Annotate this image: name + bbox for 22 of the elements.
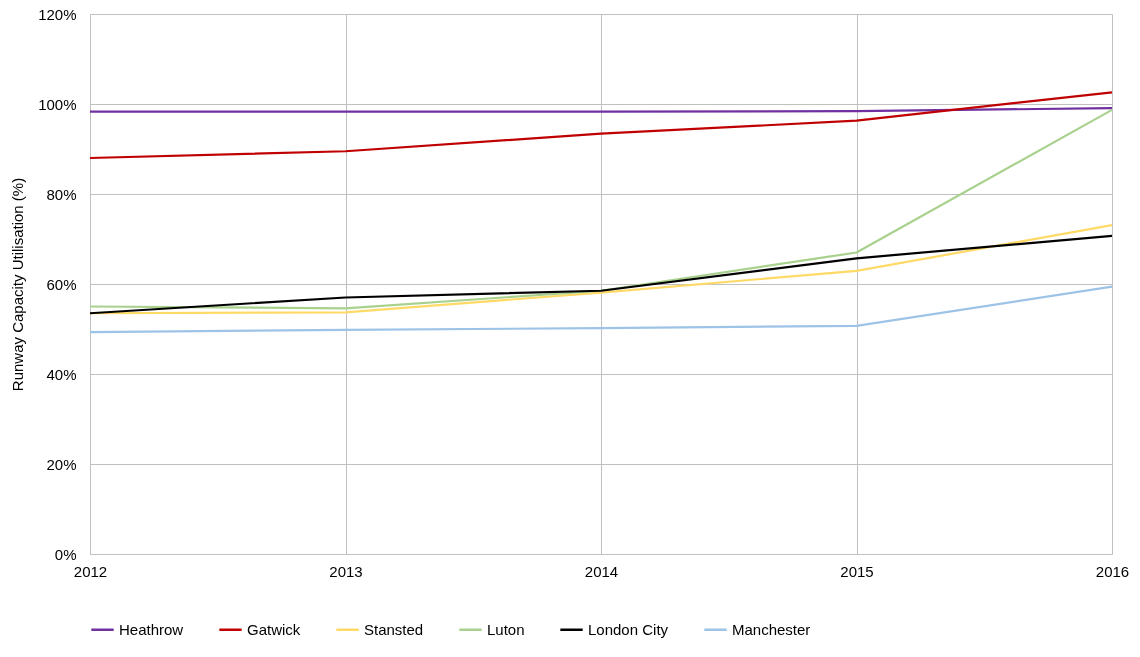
line-series [88, 91, 1114, 160]
legend-label: Manchester [732, 620, 811, 638]
y-tick-label: 100% [38, 95, 77, 113]
x-tick-label: 2016 [1095, 562, 1130, 580]
legend-label: London City [588, 620, 669, 638]
line-series [88, 285, 1114, 334]
legend-label: Luton [487, 620, 525, 638]
y-tick-label: 40% [46, 365, 77, 383]
line-series [88, 108, 1114, 310]
y-tick-label: 80% [46, 185, 77, 203]
legend-label: Heathrow [119, 620, 184, 638]
y-axis-title: Runway Capacity Utilisation (%) [9, 177, 27, 392]
x-tick-label: 2015 [840, 562, 874, 580]
x-tick-label: 2013 [329, 562, 363, 580]
legend-label: Gatwick [247, 620, 301, 638]
y-tick-label: 60% [46, 275, 77, 293]
y-tick-label: 120% [38, 5, 77, 23]
x-tick-label: 2014 [584, 562, 619, 580]
y-tick-label: 20% [46, 455, 77, 473]
y-tick-label: 0% [54, 545, 77, 563]
x-tick-label: 2012 [73, 562, 108, 580]
legend-label: Stansted [364, 620, 424, 638]
